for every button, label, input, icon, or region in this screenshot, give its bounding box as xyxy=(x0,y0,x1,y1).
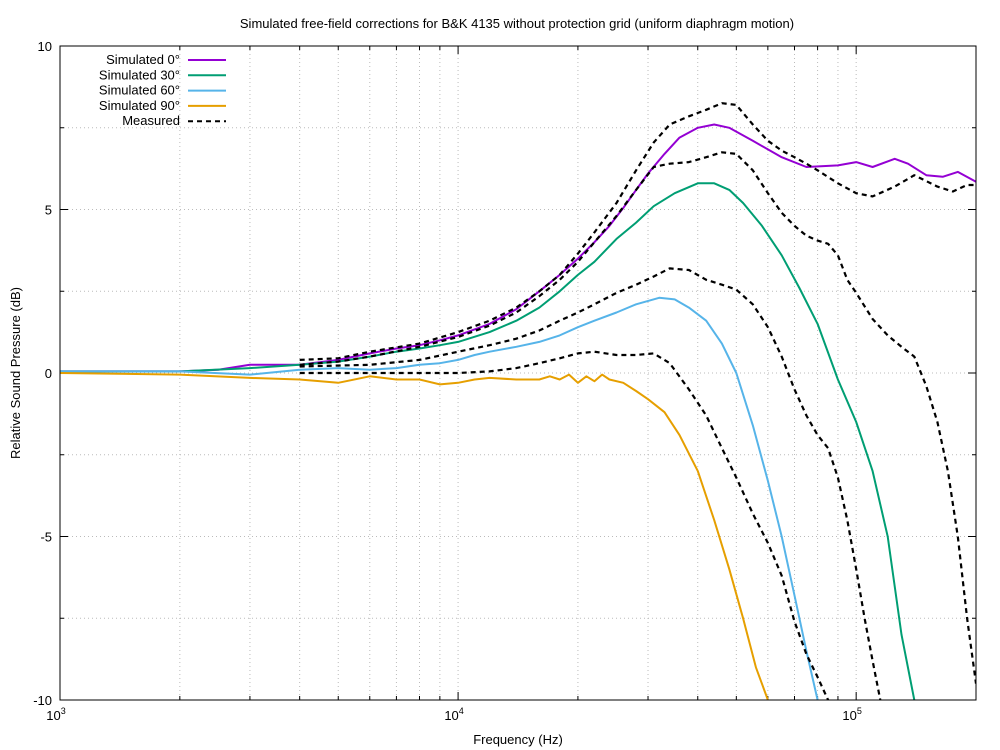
legend-label: Simulated 90° xyxy=(99,98,180,113)
series-group xyxy=(60,102,976,700)
x-tick-label: 104 xyxy=(444,706,463,723)
legend-label: Simulated 0° xyxy=(106,52,180,67)
y-axis-label: Relative Sound Pressure (dB) xyxy=(8,287,23,459)
chart-title: Simulated free-field corrections for B&K… xyxy=(240,16,794,31)
y-tick-label: 5 xyxy=(45,203,52,218)
y-tick-label: -5 xyxy=(40,530,52,545)
legend: Simulated 0°Simulated 30°Simulated 60°Si… xyxy=(99,52,226,128)
series-line-6 xyxy=(299,267,882,700)
y-tick-label: 0 xyxy=(45,366,52,381)
plot-area-frame xyxy=(59,45,977,701)
series-line-3 xyxy=(60,372,769,700)
y-tick-label: 10 xyxy=(38,39,52,54)
series-line-2 xyxy=(60,296,819,700)
legend-label: Simulated 30° xyxy=(99,67,180,82)
x-axis-label: Frequency (Hz) xyxy=(473,732,563,747)
y-tick-label: -10 xyxy=(33,693,52,708)
legend-label: Simulated 60° xyxy=(99,83,180,98)
series-line-4 xyxy=(299,102,976,361)
series-line-7 xyxy=(299,350,830,700)
x-tick-label: 103 xyxy=(46,706,65,723)
series-line-0 xyxy=(60,123,976,373)
legend-label: Measured xyxy=(122,113,180,128)
series-line-5 xyxy=(299,151,976,684)
series-line-1 xyxy=(60,182,916,700)
x-tick-label: 105 xyxy=(842,706,861,723)
